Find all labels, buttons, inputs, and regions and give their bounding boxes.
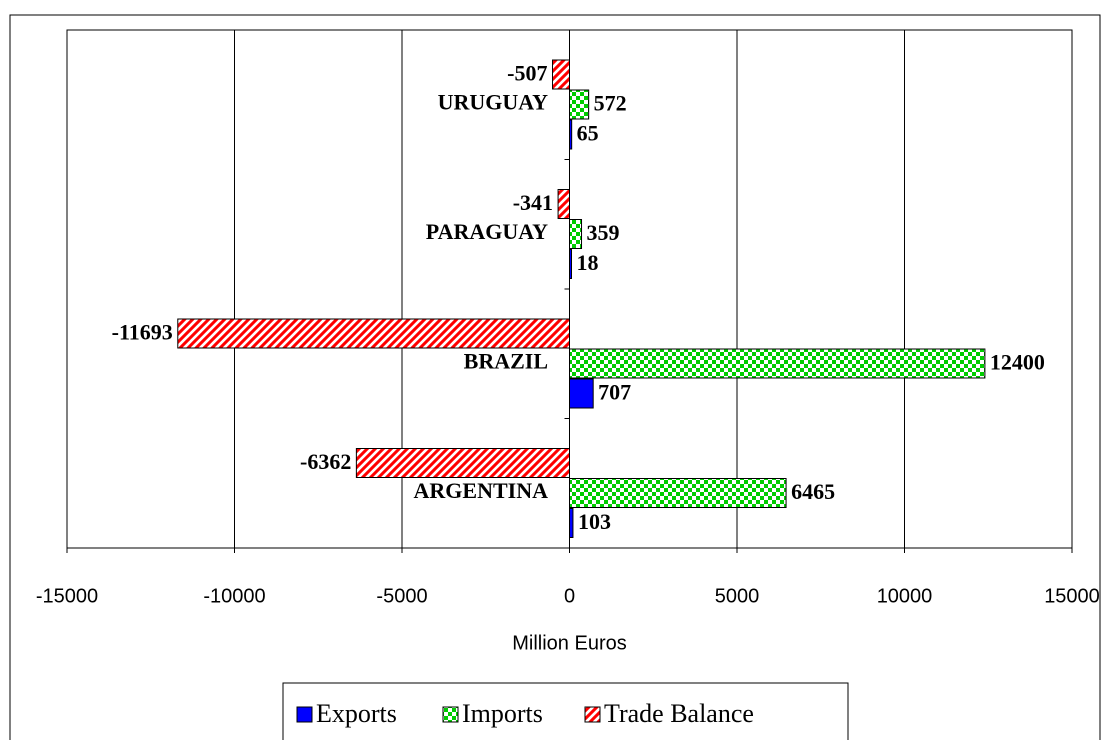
bar xyxy=(569,478,787,508)
x-axis-title: Million Euros xyxy=(512,632,626,654)
legend-label: Trade Balance xyxy=(604,699,754,728)
data-label: -507 xyxy=(507,61,547,86)
bar xyxy=(552,59,571,90)
bar xyxy=(569,378,594,409)
x-tick-label: 5000 xyxy=(715,585,760,607)
data-label: 6465 xyxy=(791,479,835,504)
data-label: 359 xyxy=(587,220,620,245)
bar xyxy=(569,89,590,120)
data-label: 12400 xyxy=(990,350,1045,375)
data-label: 65 xyxy=(577,121,599,146)
data-label: 103 xyxy=(578,509,611,534)
legend-swatch xyxy=(442,706,459,723)
legend-swatch xyxy=(584,706,601,723)
x-tick-label: 15000 xyxy=(1044,585,1100,607)
x-tick-label: 0 xyxy=(564,585,575,607)
bar xyxy=(557,189,570,219)
category-label: PARAGUAY xyxy=(426,219,548,244)
data-label: -6362 xyxy=(300,449,351,474)
bar xyxy=(569,119,573,150)
bar xyxy=(569,219,583,249)
x-tick-label: -10000 xyxy=(203,585,265,607)
legend-label: Exports xyxy=(316,699,397,728)
data-label: -11693 xyxy=(112,320,173,345)
x-tick-label: -5000 xyxy=(376,585,427,607)
data-label: -341 xyxy=(513,190,553,215)
bar xyxy=(177,318,571,349)
bar xyxy=(355,448,570,478)
data-label: 707 xyxy=(598,380,631,405)
category-label: BRAZIL xyxy=(464,349,548,374)
data-label: 572 xyxy=(594,91,627,116)
bar xyxy=(569,348,986,379)
category-label: ARGENTINA xyxy=(414,478,549,503)
data-label: 18 xyxy=(577,250,599,275)
legend-box xyxy=(282,682,849,740)
legend-label: Imports xyxy=(462,699,543,728)
x-tick-label: -15000 xyxy=(36,585,98,607)
bar xyxy=(569,508,574,538)
x-tick-label: 10000 xyxy=(877,585,933,607)
category-label: URUGUAY xyxy=(438,90,549,115)
bar xyxy=(569,249,572,279)
legend-swatch xyxy=(296,706,313,723)
